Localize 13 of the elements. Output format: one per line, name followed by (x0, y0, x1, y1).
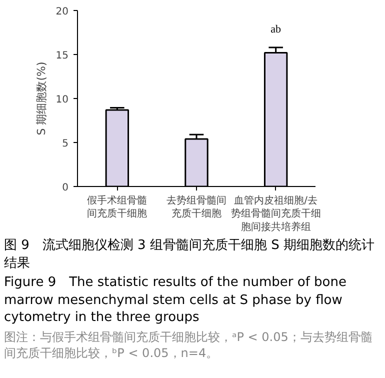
y-tick-label: 20 (56, 6, 69, 18)
text: 图注：与假手术组骨髓间充质干细胞比较，ᵃP < 0.05；与去势组骨髓间充质干细胞比较，ᵇP < 0.05，n=4。 (4, 328, 374, 362)
x-tick-label: 去势组骨髓间充质干细胞 (166, 194, 226, 220)
annotation: ab (270, 23, 282, 36)
y-axis-title: S 期细胞数(%) (34, 62, 48, 136)
y-tick-label: 0 (62, 182, 69, 194)
x-tick-label: 血管内皮祖细胞/去势组骨髓间充质干细胞间接共培养组 (230, 194, 321, 233)
y-tick-label: 5 (62, 138, 69, 150)
x-tick-label: 假手术组骨髓间充质干细胞 (87, 194, 148, 220)
text: Figure 9 The statistic results of the number of bone marrow mesenchymal stem cells at S phase by flow cytometry in the three groups (4, 274, 348, 327)
y-tick-label: 15 (56, 50, 69, 62)
text: 图 9 流式细胞仪检测 3 组骨髓间充质干细胞 S 期细胞数的统计结果 (4, 237, 376, 272)
y-tick-label: 10 (56, 94, 69, 106)
